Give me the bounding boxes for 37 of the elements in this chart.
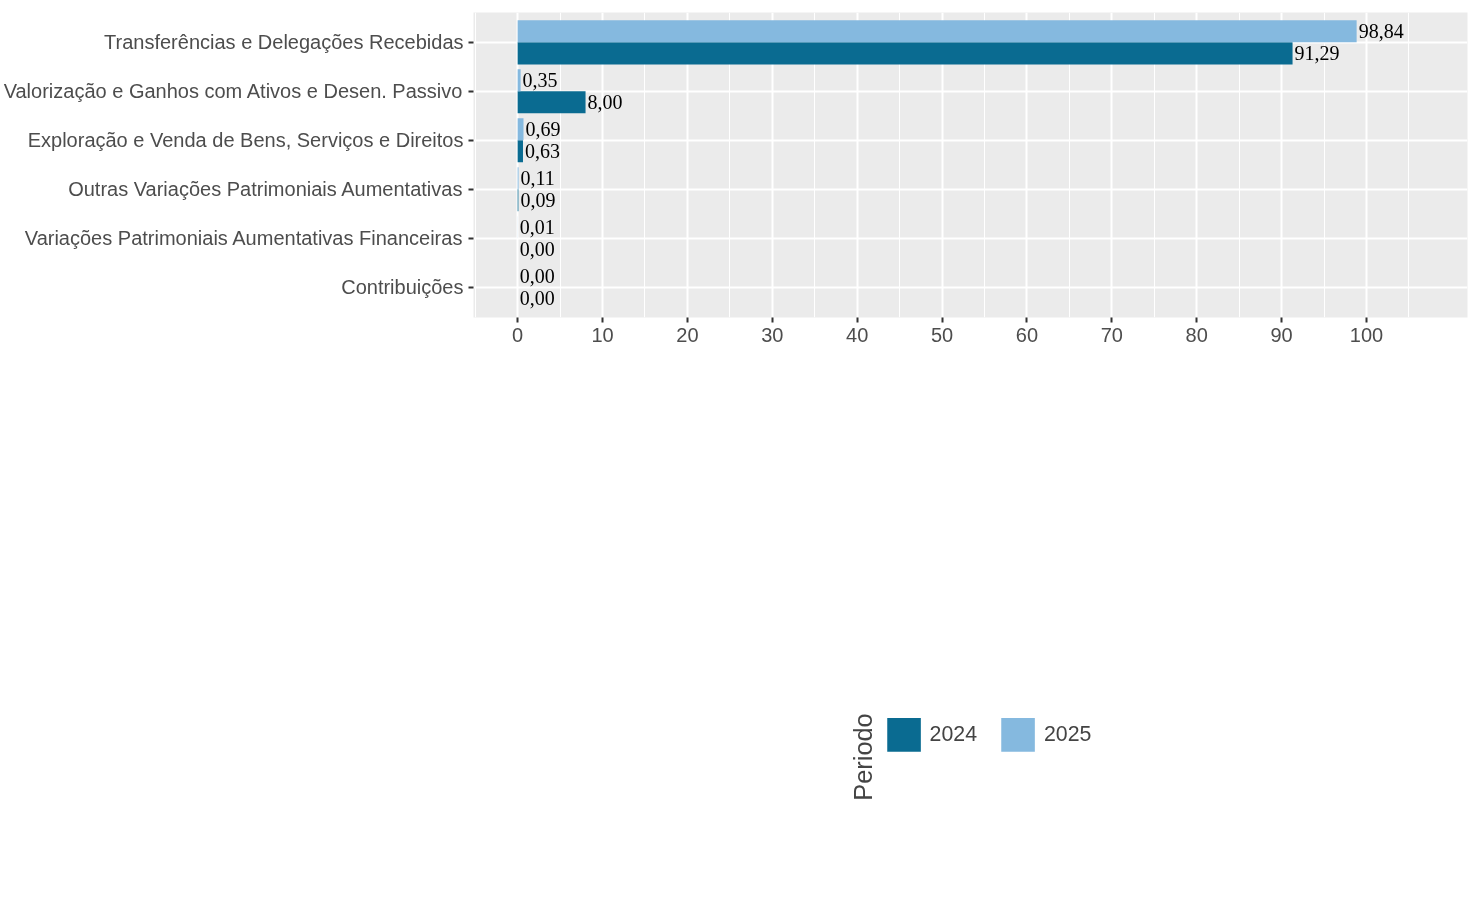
data-label: 98,84 bbox=[1358, 20, 1404, 43]
y-tick-label: Variações Patrimoniais Aumentativas Financeiras bbox=[24, 227, 463, 250]
bar bbox=[517, 140, 523, 163]
data-label: 0,00 bbox=[519, 265, 555, 288]
y-tick-label: Valorização e Ganhos com Ativos e Desen. Passivo bbox=[3, 80, 463, 103]
data-label: 0,01 bbox=[519, 216, 555, 239]
data-label: 0,00 bbox=[519, 287, 555, 310]
legend-label: 2025 bbox=[1044, 722, 1092, 748]
data-label: 8,00 bbox=[587, 91, 623, 114]
x-tick-label: 0 bbox=[512, 323, 524, 346]
bar bbox=[517, 42, 1293, 65]
bar bbox=[517, 91, 586, 114]
x-tick-label: 10 bbox=[591, 323, 614, 346]
data-label: 0,63 bbox=[524, 140, 560, 163]
legend-title: Periodo bbox=[848, 713, 878, 801]
x-tick-label: 80 bbox=[1185, 323, 1208, 346]
x-tick-label: 60 bbox=[1015, 323, 1039, 346]
data-label: 0,69 bbox=[525, 118, 561, 141]
legend-label: 2024 bbox=[929, 722, 977, 748]
x-tick-label: 70 bbox=[1100, 323, 1123, 346]
y-tick-label: Contribuições bbox=[341, 276, 464, 299]
x-tick-label: 50 bbox=[930, 323, 954, 346]
data-label: 0,35 bbox=[522, 69, 558, 92]
y-tick-label: Transferências e Delegações Recebidas bbox=[104, 31, 464, 54]
y-tick-label: Exploração e Venda de Bens, Serviços e Direitos bbox=[27, 129, 464, 152]
bar bbox=[517, 69, 521, 92]
y-tick-label: Outras Variações Patrimoniais Aumentativas bbox=[68, 178, 463, 201]
x-tick-label: 90 bbox=[1270, 323, 1293, 346]
data-label: 0,11 bbox=[520, 167, 555, 190]
x-tick-label: 20 bbox=[676, 323, 699, 346]
data-label: 91,29 bbox=[1294, 42, 1340, 65]
data-label: 0,00 bbox=[519, 238, 555, 261]
x-tick-label: 100 bbox=[1349, 323, 1384, 346]
bar bbox=[517, 20, 1357, 43]
x-tick-label: 30 bbox=[761, 323, 784, 346]
data-label: 0,09 bbox=[520, 189, 556, 212]
x-tick-label: 40 bbox=[846, 323, 869, 346]
